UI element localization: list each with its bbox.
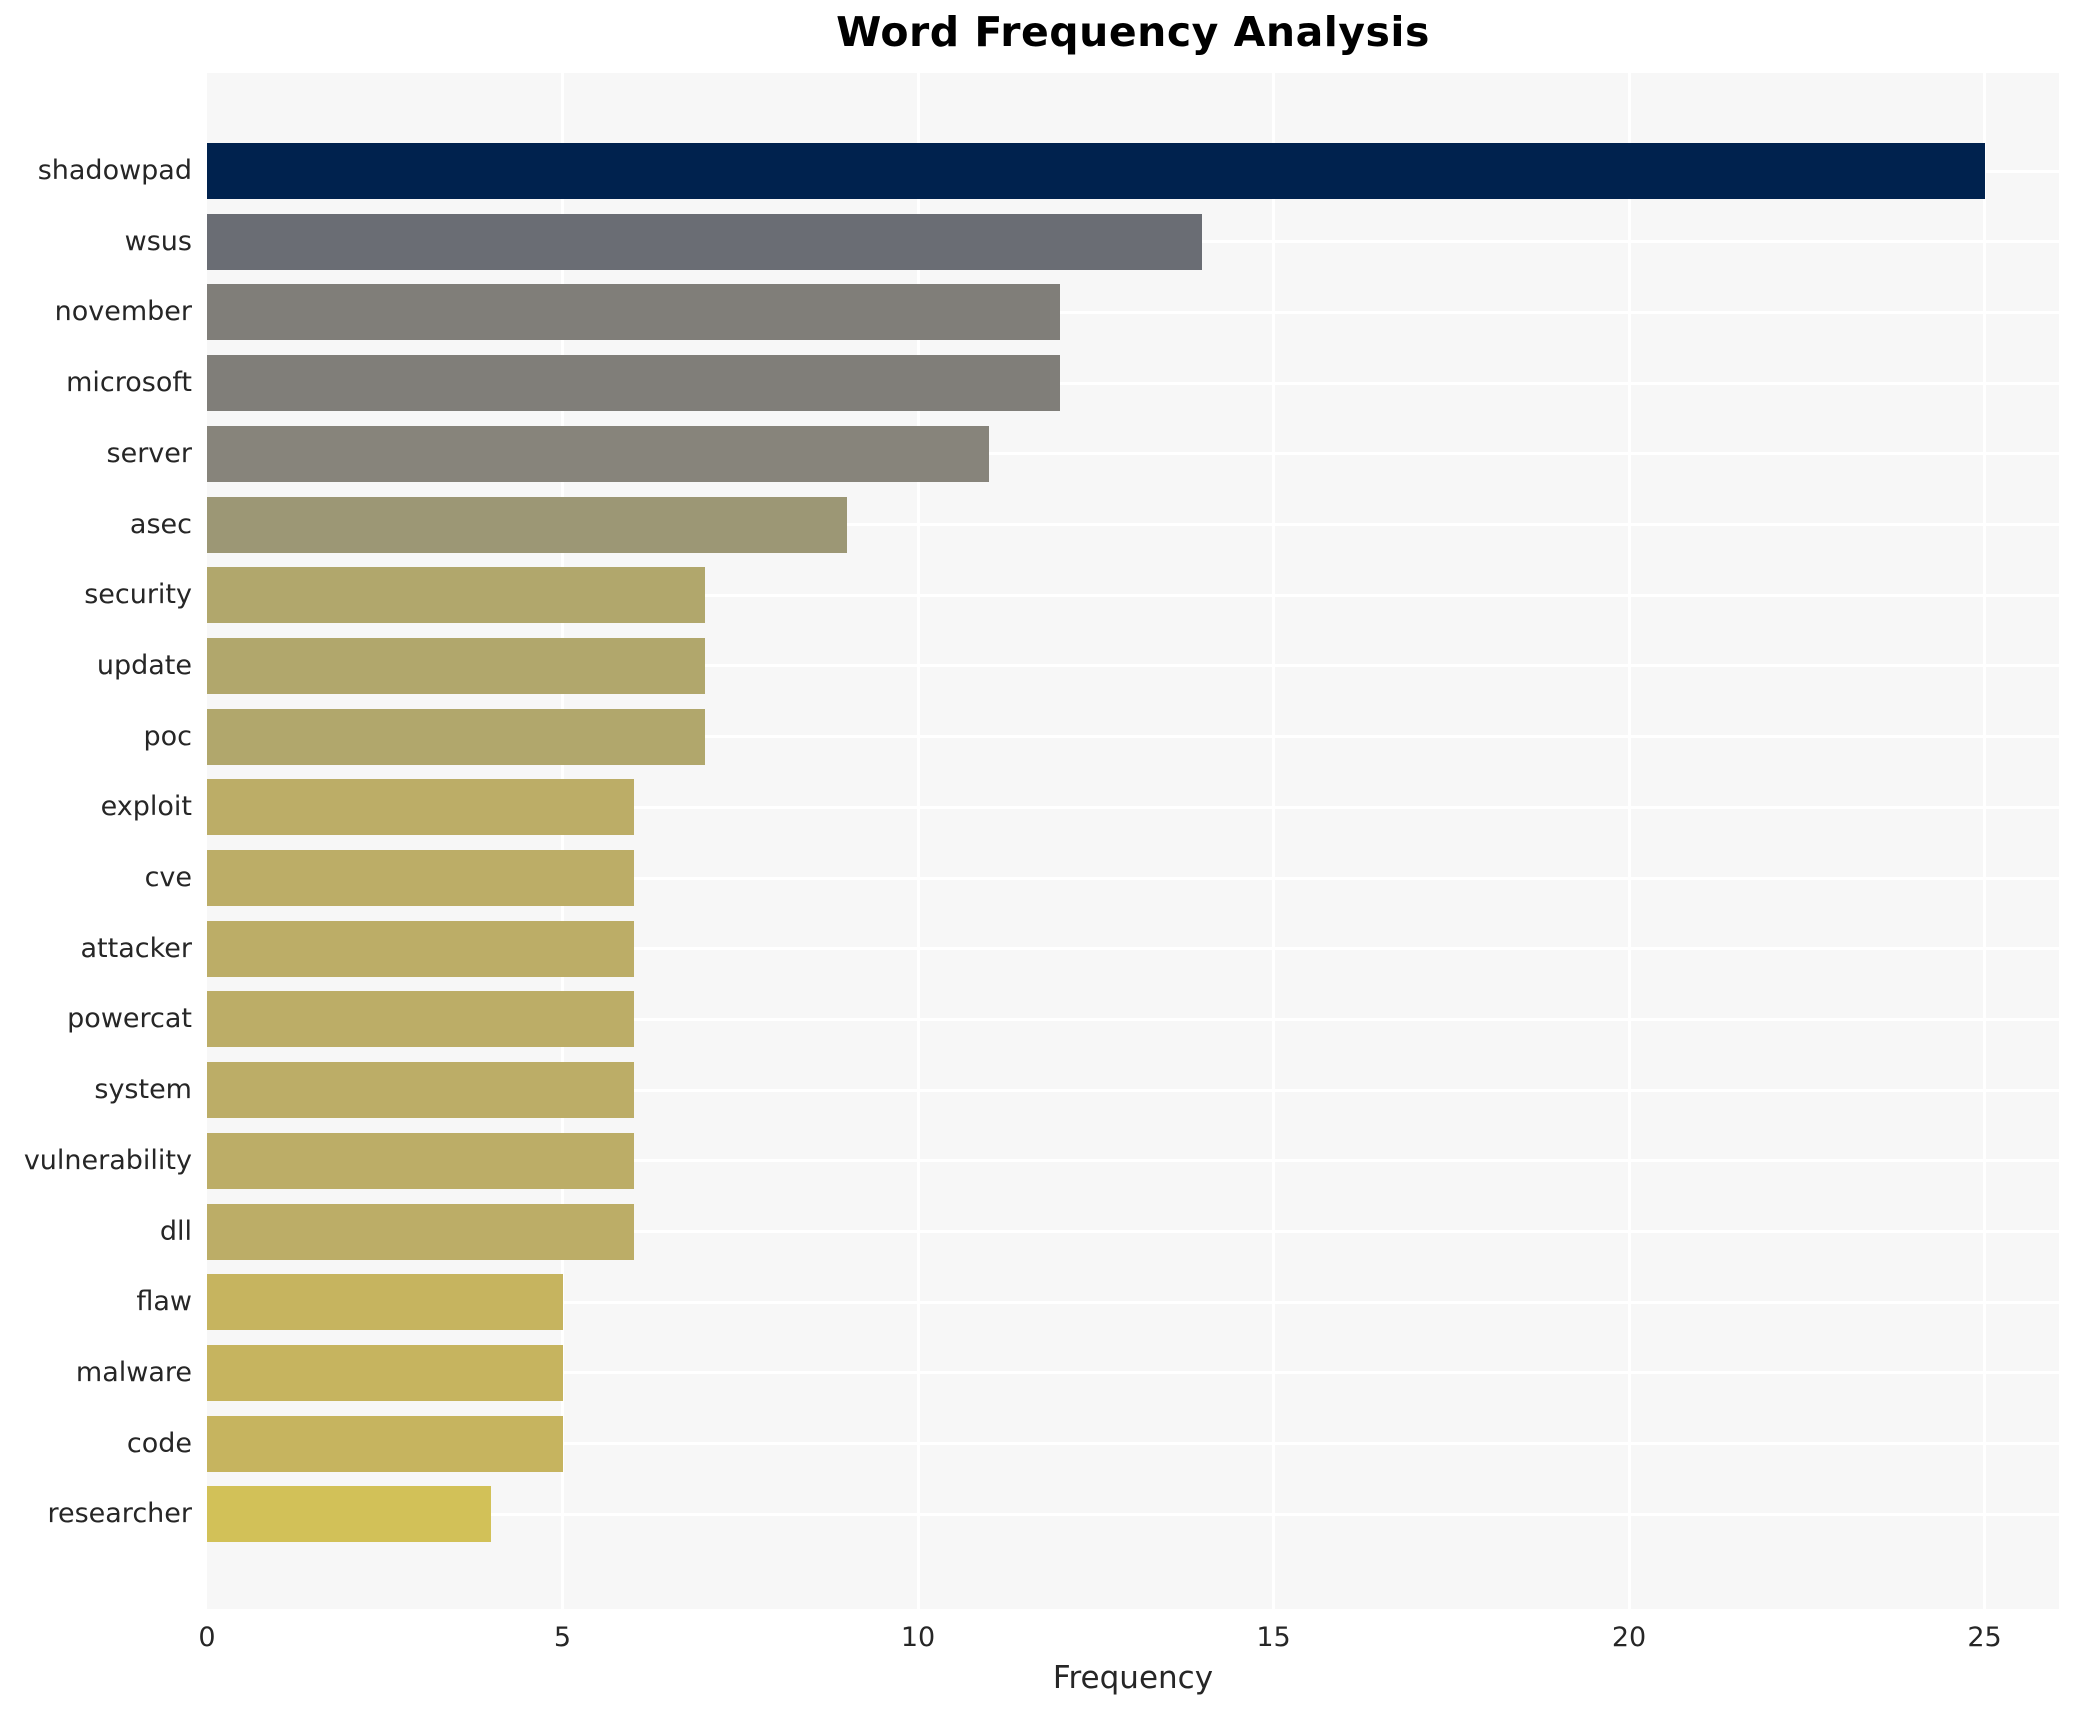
category-label-flaw: flaw — [136, 1286, 192, 1318]
horizontal-gridline — [207, 876, 2059, 880]
bar-microsoft — [207, 355, 1061, 412]
bar-attacker — [207, 920, 634, 977]
category-label-poc: poc — [143, 720, 192, 752]
category-label-update: update — [96, 649, 192, 681]
category-label-shadowpad: shadowpad — [37, 155, 192, 186]
horizontal-gridline — [207, 1300, 2059, 1304]
horizontal-gridline — [207, 310, 2059, 314]
category-label-malware: malware — [75, 1356, 192, 1388]
plot-area — [207, 73, 2059, 1609]
horizontal-gridline — [207, 735, 2059, 739]
category-label-code: code — [126, 1427, 192, 1459]
horizontal-gridline — [207, 1088, 2059, 1092]
category-label-exploit: exploit — [100, 791, 192, 823]
horizontal-gridline — [207, 593, 2059, 597]
bar-november — [207, 284, 1061, 341]
horizontal-gridline — [207, 452, 2059, 456]
x-tick-label-10: 10 — [900, 1622, 936, 1653]
bar-code — [207, 1415, 563, 1472]
horizontal-gridline — [207, 947, 2059, 951]
category-label-microsoft: microsoft — [66, 367, 192, 399]
bar-vulnerability — [207, 1132, 634, 1189]
vertical-gridline — [561, 73, 564, 1609]
category-label-system: system — [94, 1074, 192, 1106]
category-label-security: security — [84, 579, 192, 611]
horizontal-gridline — [207, 805, 2059, 809]
x-tick-label-25: 25 — [1967, 1622, 2002, 1653]
bar-exploit — [207, 779, 634, 836]
x-tick-label-5: 5 — [553, 1622, 572, 1653]
bar-researcher — [207, 1486, 492, 1543]
chart-title: Word Frequency Analysis — [836, 8, 1430, 56]
bar-dll — [207, 1203, 634, 1260]
bar-system — [207, 1062, 634, 1119]
horizontal-gridline — [207, 381, 2059, 385]
category-label-cve: cve — [144, 862, 192, 893]
vertical-gridline — [1272, 73, 1275, 1609]
category-label-vulnerability: vulnerability — [23, 1144, 192, 1176]
bar-asec — [207, 496, 847, 553]
vertical-gridline — [916, 73, 920, 1609]
x-axis-label: Frequency — [1052, 1660, 1214, 1696]
category-label-attacker: attacker — [80, 932, 193, 964]
bar-shadowpad — [207, 143, 1985, 199]
horizontal-gridline — [207, 664, 2059, 668]
vertical-gridline — [1983, 73, 1986, 1609]
bar-security — [207, 567, 705, 624]
bar-powercat — [207, 991, 634, 1048]
x-tick-label-15: 15 — [1256, 1622, 1291, 1653]
category-label-powercat: powercat — [67, 1003, 192, 1035]
bar-wsus — [207, 213, 1203, 270]
x-tick-label-20: 20 — [1611, 1622, 1647, 1653]
vertical-gridline — [1627, 73, 1631, 1609]
category-label-wsus: wsus — [124, 225, 192, 257]
horizontal-gridline — [207, 1159, 2059, 1163]
horizontal-gridline — [207, 1230, 2059, 1233]
bar-malware — [207, 1344, 563, 1401]
category-label-researcher: researcher — [47, 1498, 192, 1530]
category-label-asec: asec — [129, 508, 192, 540]
category-label-november: november — [54, 296, 192, 328]
bar-update — [207, 637, 705, 694]
horizontal-gridline — [207, 1512, 2059, 1516]
bar-flaw — [207, 1274, 563, 1331]
bar-poc — [207, 708, 705, 765]
x-tick-label-0: 0 — [198, 1622, 216, 1653]
category-label-server: server — [106, 437, 192, 469]
horizontal-gridline — [207, 523, 2059, 526]
horizontal-gridline — [207, 1371, 2059, 1375]
horizontal-gridline — [207, 1017, 2059, 1021]
bar-cve — [207, 850, 634, 906]
bar-server — [207, 425, 990, 482]
category-label-dll: dll — [159, 1215, 192, 1247]
horizontal-gridline — [207, 1442, 2059, 1446]
